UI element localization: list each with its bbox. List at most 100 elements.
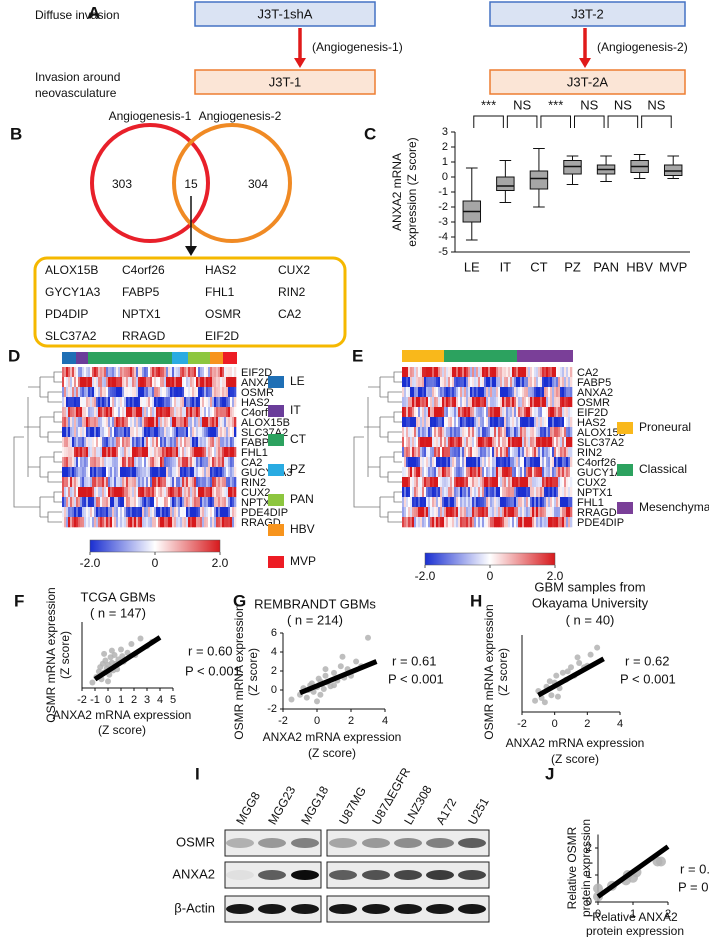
heatmap-cell (568, 427, 571, 438)
heatmap-cell (422, 387, 425, 398)
heatmap-cell (526, 427, 529, 438)
heatmap-cell (144, 387, 147, 398)
heatmap-cell (500, 517, 503, 528)
heatmap-cell (200, 427, 203, 438)
heatmap-cell (210, 487, 213, 498)
heatmap-cell (140, 417, 143, 428)
gene-name: SLC37A2 (577, 437, 624, 449)
heatmap-cell (82, 367, 85, 378)
heatmap-cell (160, 477, 163, 488)
heatmap-cell (210, 367, 213, 378)
heatmap-cell (194, 377, 197, 388)
heatmap-cell (88, 377, 91, 388)
heatmap-cell (174, 517, 177, 528)
gene-name: C4orf26 (577, 457, 616, 469)
heatmap-cell (534, 497, 537, 508)
heatmap-cell (538, 457, 541, 468)
heatmap-cell (554, 417, 557, 428)
heatmap-cell (234, 477, 237, 488)
heatmap-cell (454, 467, 457, 478)
heatmap-cell (160, 367, 163, 378)
heatmap-cell (146, 457, 149, 468)
heatmap-cell (418, 367, 421, 378)
heatmap-cell (192, 427, 195, 438)
heatmap-cell (94, 377, 97, 388)
heatmap-cell (552, 367, 555, 378)
heatmap-cell (102, 417, 105, 428)
heatmap-cell (136, 417, 139, 428)
y-axis-label: (Z score) (246, 648, 260, 696)
heatmap-cell (450, 477, 453, 488)
heatmap-cell (162, 517, 165, 528)
heatmap-cell (150, 497, 153, 508)
heatmap-cell (124, 377, 127, 388)
heatmap-cell (106, 517, 109, 528)
heatmap-cell (176, 407, 179, 418)
heatmap-cell (522, 517, 525, 528)
heatmap-cell (90, 517, 93, 528)
heatmap-cell (432, 467, 435, 478)
heatmap-cell (548, 477, 551, 488)
heatmap-cell (560, 487, 563, 498)
heatmap-cell (114, 367, 117, 378)
heatmap-cell (532, 497, 535, 508)
heatmap-cell (210, 427, 213, 438)
heatmap-cell (550, 377, 553, 388)
panel-letter: G (233, 591, 246, 610)
heatmap-cell (138, 497, 141, 508)
heatmap-cell (152, 367, 155, 378)
heatmap-cell (142, 407, 145, 418)
heatmap-cell (542, 407, 545, 418)
heatmap-cell (414, 517, 417, 528)
heatmap-cell (426, 427, 429, 438)
heatmap-cell (82, 467, 85, 478)
heatmap-cell (142, 437, 145, 448)
colorbar-label: 0 (487, 569, 494, 583)
heatmap-cell (446, 477, 449, 488)
heatmap-cell (188, 487, 191, 498)
venn-set (172, 123, 292, 243)
heatmap-cell (462, 387, 465, 398)
heatmap-cell (188, 367, 191, 378)
heatmap-cell (112, 477, 115, 488)
heatmap-cell (168, 387, 171, 398)
heatmap-cell (70, 427, 73, 438)
heatmap-cell (530, 407, 533, 418)
heatmap-cell (510, 387, 513, 398)
heatmap-cell (90, 497, 93, 508)
group-bar (76, 352, 88, 364)
heatmap-cell (86, 467, 89, 478)
heatmap-cell (530, 507, 533, 518)
heatmap-cell (468, 427, 471, 438)
heatmap-cell (518, 467, 521, 478)
heatmap-cell (470, 377, 473, 388)
point (593, 883, 603, 894)
heatmap-cell (474, 437, 477, 448)
heatmap-cell (536, 497, 539, 508)
heatmap-cell (444, 447, 447, 458)
heatmap-cell (490, 377, 493, 388)
heatmap-cell (122, 377, 125, 388)
heatmap-cell (404, 487, 407, 498)
heatmap-cell (208, 487, 211, 498)
y-tick-label: -3 (438, 216, 448, 228)
heatmap-cell (188, 497, 191, 508)
heatmap-cell (166, 427, 169, 438)
heatmap-cell (482, 517, 485, 528)
heatmap-cell (558, 397, 561, 408)
heatmap-cell (90, 377, 93, 388)
heatmap-cell (112, 447, 115, 458)
heatmap-cell (218, 387, 221, 398)
heatmap-cell (154, 377, 157, 388)
lane-label: LNZ308 (401, 783, 435, 827)
heatmap-cell (494, 507, 497, 518)
heatmap-cell (222, 497, 225, 508)
heatmap-cell (186, 417, 189, 428)
point (128, 641, 135, 647)
heatmap-cell (90, 437, 93, 448)
heatmap-cell (82, 427, 85, 438)
heatmap-cell (448, 427, 451, 438)
heatmap-cell (66, 427, 69, 438)
heatmap-cell (130, 437, 133, 448)
heatmap-cell (496, 397, 499, 408)
